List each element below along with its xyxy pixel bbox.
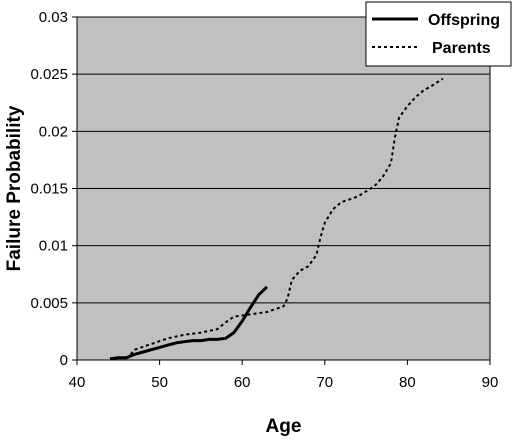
y-tick-label: 0.03 [39,9,68,26]
y-tick-label: 0.025 [30,66,68,83]
y-tick-label: 0.01 [39,238,68,255]
y-tick-label: 0.02 [39,123,68,140]
legend-label-parents: Parents [432,40,491,57]
y-axis-ticks: 0 0.005 0.01 0.015 0.02 0.025 0.03 [30,9,77,369]
x-tick-label: 60 [234,374,251,391]
series-line-offspring [109,285,269,361]
y-tick-label: 0 [60,352,68,369]
x-tick-label: 90 [482,374,499,391]
y-tick-label: 0.015 [30,181,68,198]
x-axis-title: Age [266,416,302,437]
legend-label-offspring: Offspring [428,12,500,29]
x-tick-label: 80 [399,374,416,391]
x-tick-label: 40 [69,374,86,391]
x-axis-ticks: 40 50 60 70 80 90 [69,360,499,391]
series-layer [109,77,444,361]
x-tick-label: 50 [151,374,168,391]
y-tick-label: 0.005 [30,295,68,312]
legend: Offspring Parents [365,1,512,67]
legend-box [365,1,512,67]
y-axis-title: Failure Probability [4,105,25,271]
x-tick-label: 70 [316,374,333,391]
